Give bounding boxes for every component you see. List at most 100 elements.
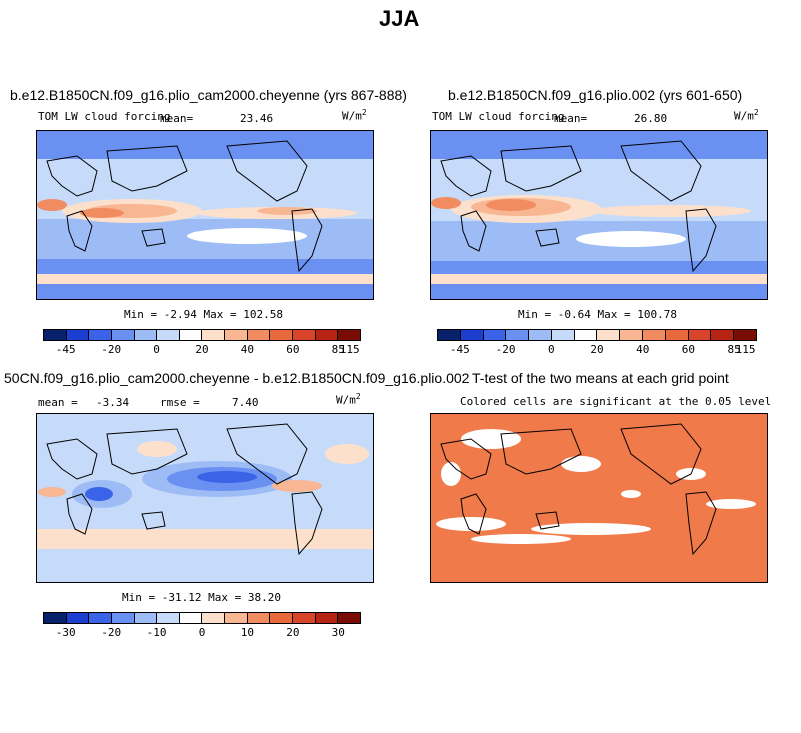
colorbar-cell (315, 613, 339, 623)
colorbar-tick-label: -45 (55, 343, 76, 356)
colorbar-cell (89, 613, 112, 623)
colorbar-cell (293, 330, 316, 340)
colorbar-tick-label: -20 (101, 343, 122, 356)
colorbar-cell (134, 330, 158, 340)
colorbar-cell (270, 613, 294, 623)
panel2-mean-value: 26.80 (634, 112, 668, 125)
colorbar-cell (225, 330, 248, 340)
panel3-colorbar: -30 -20 -10 0 10 20 30 (43, 612, 361, 640)
colorbar-tick-label: 20 (195, 343, 209, 356)
colorbar-tick-label: 60 (286, 343, 300, 356)
colorbar-tick-label: 60 (681, 343, 696, 356)
panel3-units: W/m2 (336, 392, 361, 407)
colorbar-cell (247, 613, 271, 623)
colorbar-cell (460, 330, 484, 340)
panel2-units: W/m2 (734, 108, 759, 123)
panel3-mean-label: mean = (38, 396, 78, 409)
colorbar-cell (157, 613, 180, 623)
colorbar-cell (506, 330, 530, 340)
panel3-colorbar-ticks: -30 -20 -10 0 10 20 30 (43, 624, 361, 640)
colorbar-tick-label: 115 (339, 343, 360, 356)
panel2-colorbar-cells (437, 329, 757, 341)
colorbar-tick-label: -20 (101, 626, 122, 639)
colorbar-tick-label: 85 (331, 343, 345, 356)
panel1-map (36, 130, 374, 300)
colorbar-cell (293, 613, 316, 623)
colorbar-cell (438, 330, 461, 340)
colorbar-cell (734, 330, 756, 340)
colorbar-cell (529, 330, 552, 340)
colorbar-tick-label: 0 (198, 626, 206, 639)
panel1-colorbar: -45 -20 0 20 40 60 85 115 (43, 329, 361, 357)
colorbar-cell (202, 330, 226, 340)
panel1-mean-value: 23.46 (240, 112, 274, 125)
colorbar-cell (665, 330, 689, 340)
colorbar-cell (179, 330, 203, 340)
colorbar-cell (574, 330, 598, 340)
colorbar-tick-label: 20 (590, 343, 604, 356)
colorbar-tick-label: 0 (153, 343, 160, 356)
panel4-map (430, 413, 768, 583)
colorbar-cell (111, 330, 135, 340)
panel2-variable-label: TOM LW cloud forcing (432, 110, 565, 123)
colorbar-cell (111, 613, 135, 623)
panel1-colorbar-cells (43, 329, 361, 341)
colorbar-tick-label: -30 (55, 626, 76, 639)
panel2-mean-label: mean= (554, 112, 588, 125)
colorbar-cell (483, 330, 507, 340)
colorbar-cell (179, 613, 203, 623)
panel3-minmax: Min = -31.12 Max = 38.20 (122, 591, 281, 604)
panel4-title: T-test of the two means at each grid poi… (472, 370, 729, 386)
colorbar-cell (711, 330, 735, 340)
colorbar-cell (597, 330, 621, 340)
colorbar-cell (551, 330, 575, 340)
colorbar-tick-label: 85 (727, 343, 741, 356)
panel2-map (430, 130, 768, 300)
panel1-variable-label: TOM LW cloud forcing (38, 110, 171, 123)
panel2-minmax: Min = -0.64 Max = 100.78 (518, 308, 677, 321)
colorbar-cell (315, 330, 339, 340)
panel4-subtitle: Colored cells are significant at the 0.0… (460, 395, 772, 408)
panel2-title: b.e12.B1850CN.f09_g16.plio.002 (yrs 601-… (448, 87, 743, 103)
colorbar-cell (620, 330, 644, 340)
page-title: JJA (379, 6, 420, 31)
panel1-minmax: Min = -2.94 Max = 102.58 (124, 308, 283, 321)
colorbar-cell (202, 613, 226, 623)
colorbar-tick-label: 0 (547, 343, 555, 356)
colorbar-tick-label: 10 (240, 626, 255, 639)
colorbar-cell (44, 613, 67, 623)
colorbar-cell (89, 330, 112, 340)
colorbar-cell (643, 330, 666, 340)
colorbar-cell (66, 330, 90, 340)
colorbar-tick-label: -45 (449, 343, 470, 356)
colorbar-cell (157, 330, 180, 340)
colorbar-cell (247, 330, 271, 340)
panel3-rmse-label: rmse = (160, 396, 200, 409)
colorbar-tick-label: 20 (286, 626, 300, 639)
colorbar-tick-label: 40 (240, 343, 255, 356)
colorbar-tick-label: -20 (495, 343, 516, 356)
panel2-colorbar: -45 -20 0 20 40 60 85 115 (437, 329, 757, 357)
panel3-map (36, 413, 374, 583)
colorbar-cell (225, 613, 248, 623)
panel1-colorbar-ticks: -45 -20 0 20 40 60 85 115 (43, 341, 361, 357)
colorbar-cell (688, 330, 712, 340)
colorbar-cell (338, 613, 360, 623)
colorbar-tick-label: 30 (331, 626, 345, 639)
panel3-title: 50CN.f09_g16.plio_cam2000.cheyenne - b.e… (4, 370, 470, 386)
colorbar-cell (270, 330, 294, 340)
colorbar-cell (66, 613, 90, 623)
panel1-mean-label: mean= (160, 112, 194, 125)
colorbar-cell (134, 613, 158, 623)
colorbar-cell (338, 330, 360, 340)
colorbar-tick-label: -10 (146, 626, 167, 639)
panel1-units: W/m2 (342, 108, 367, 123)
colorbar-tick-label: 115 (735, 343, 756, 356)
panel2-colorbar-ticks: -45 -20 0 20 40 60 85 115 (437, 341, 757, 357)
colorbar-cell (44, 330, 67, 340)
panel3-rmse-value: 7.40 (232, 396, 259, 409)
panel3-mean-value: -3.34 (96, 396, 130, 409)
panel1-title: b.e12.B1850CN.f09_g16.plio_cam2000.cheye… (10, 87, 407, 103)
panel3-colorbar-cells (43, 612, 361, 624)
colorbar-tick-label: 40 (636, 343, 650, 356)
